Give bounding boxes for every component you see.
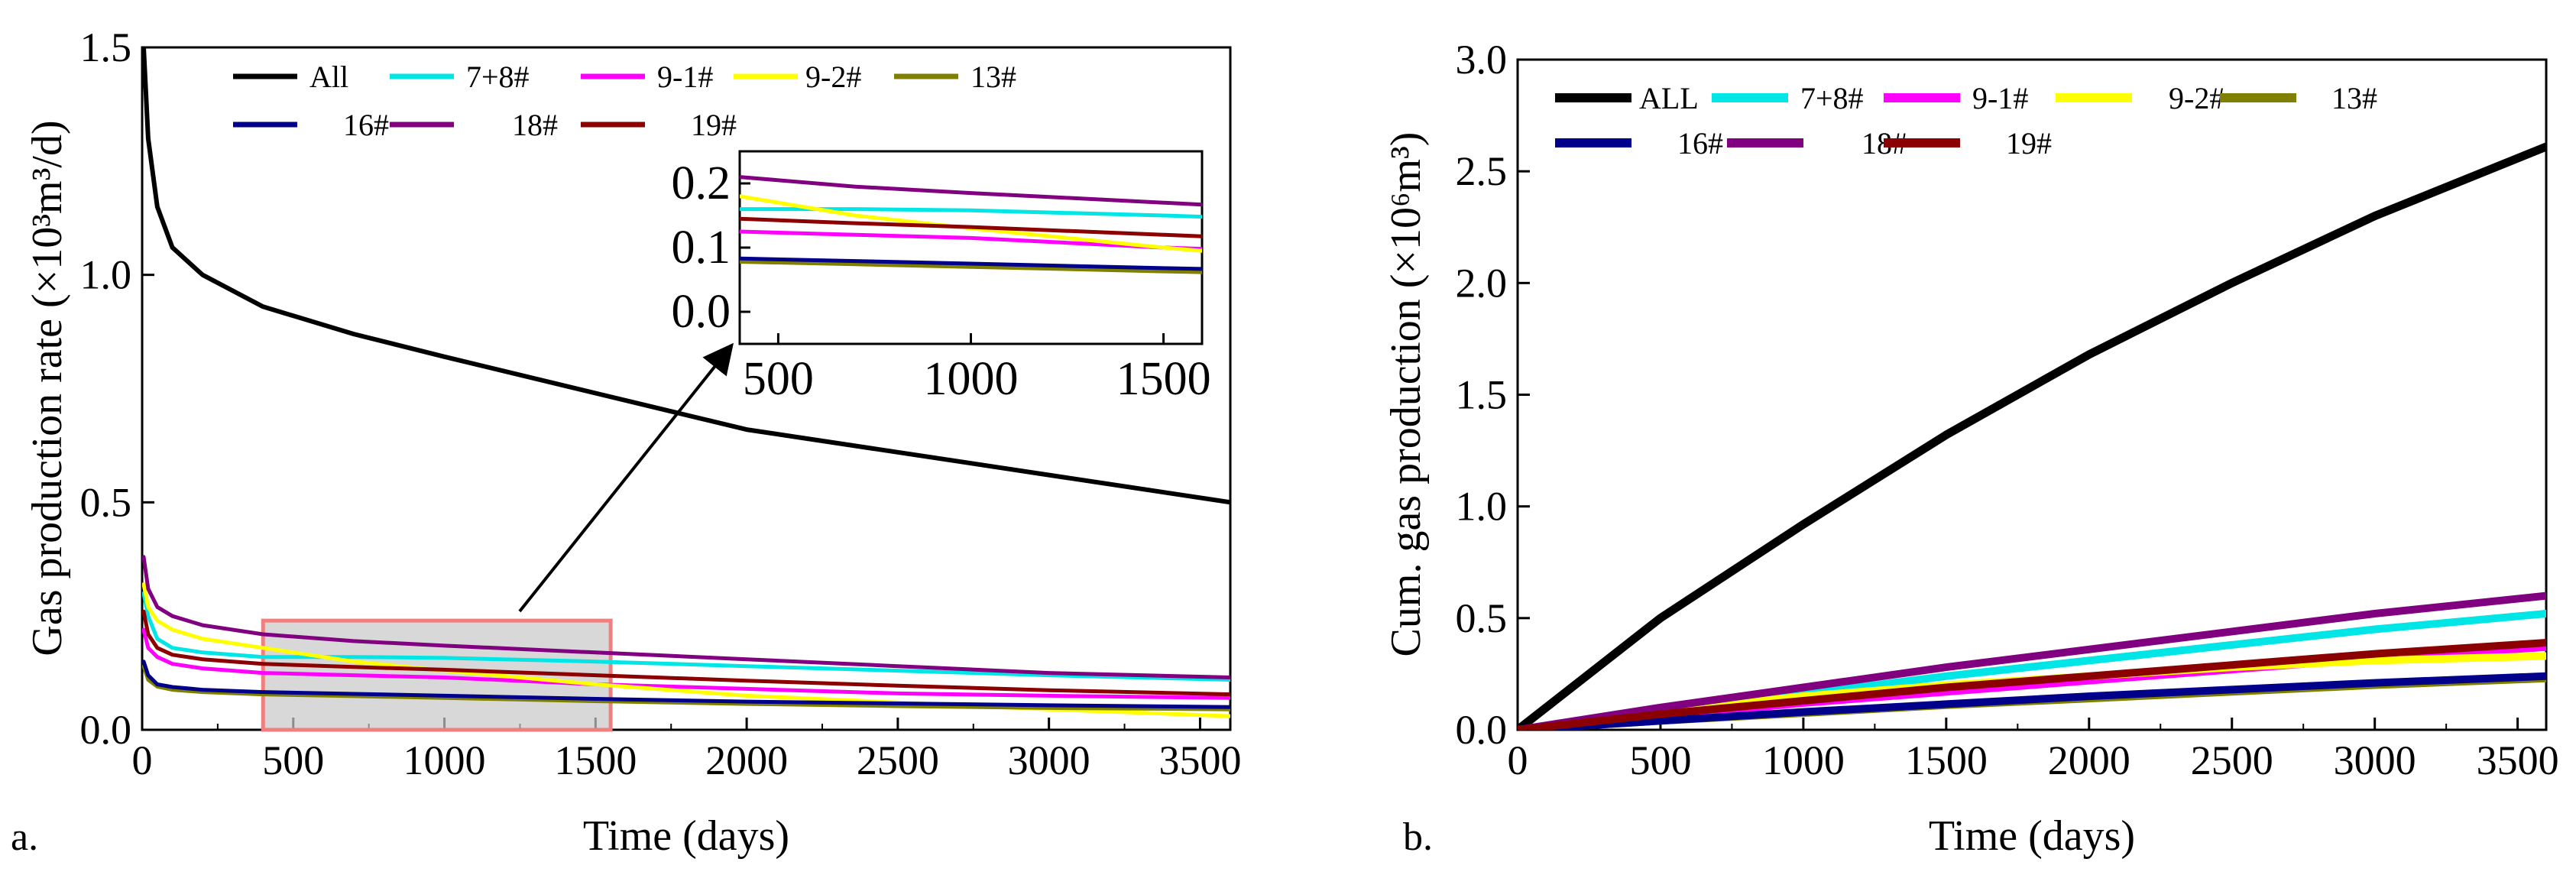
legend-label-19: 19# [2006,126,2052,160]
inset-series-lines [740,175,1202,274]
legend-label-9-1: 9-1# [1972,81,2028,115]
legend-a: All 7+8# 9-1# 9-2# 13# 16# 18# 19# [233,60,1016,142]
series-line-16 [142,659,1230,709]
x-tick-label: 2500 [2191,737,2273,783]
legend-label-9-2: 9-2# [2169,81,2224,115]
legend-label-16: 16# [1677,126,1723,160]
y-tick-label: 0.0 [80,707,132,753]
y-axis-label-a: Gas production rate (×10³m³/d) [24,120,71,656]
legend-label-7-8: 7+8# [466,60,530,94]
inset-plot: 500 1000 1500 0.0 0.1 0.2 [672,150,1211,405]
x-tick-label: 3500 [1158,737,1241,783]
series-line-all [142,47,1230,505]
legend-label-7-8: 7+8# [1800,81,1864,115]
y-tick-label: 1.5 [80,24,132,70]
inset-x-tick-label: 1500 [1116,353,1211,405]
x-tick-label: 2000 [705,737,788,783]
legend-label-all: ALL [1639,81,1699,115]
x-tick-label: 1500 [1905,737,1988,783]
x-tick-label: 0 [1508,737,1528,783]
legend-label-9-2: 9-2# [805,60,861,94]
series-line-19 [740,216,1202,238]
series-line-13 [740,259,1202,274]
series-lines-b [1518,142,2546,730]
inset-x-tick-label: 1000 [924,353,1019,405]
inset-y-tick-label: 0.2 [672,157,731,209]
series-line-19 [1518,639,2546,730]
y-tick-label: 3.0 [1456,37,1508,83]
legend-label-16: 16# [343,108,389,142]
x-tick-label: 0 [132,737,153,783]
x-tick-label: 1500 [554,737,637,783]
x-tick-label: 3000 [2334,737,2416,783]
panel-b: 0 500 1000 1500 2000 2500 3000 3500 0.0 0.5 1.0 1.… [1382,37,2559,860]
x-tick-label: 500 [262,737,324,783]
panel-label-b: b. [1403,815,1433,859]
series-line-16 [740,256,1202,271]
y-tick-label: 1.0 [1456,484,1508,530]
series-line-16 [1518,672,2546,730]
x-axis-label-a: Time (days) [583,812,789,860]
y-tick-label: 1.5 [1456,372,1508,418]
x-tick-label: 1000 [1762,737,1845,783]
y-ticks-a: 0.0 0.5 1.0 1.5 [80,24,154,753]
y-tick-label: 0.0 [1456,707,1508,753]
x-axis-label-b: Time (days) [1929,812,2135,860]
y-tick-label: 0.5 [1456,595,1508,641]
y-tick-label: 0.5 [80,479,132,525]
series-line-18 [142,555,1230,679]
x-tick-label: 1000 [403,737,486,783]
x-tick-label: 2500 [857,737,939,783]
series-line-9-2 [740,194,1202,253]
y-ticks-b: 0.0 0.5 1.0 1.5 2.0 2.5 3.0 [1456,37,1530,753]
x-tick-label: 3500 [2477,737,2559,783]
series-line-7-8 [740,207,1202,219]
series-line-19 [142,609,1230,697]
inset-y-tick-label: 0.0 [672,286,731,338]
series-line-13 [142,664,1230,711]
series-line-18 [1518,591,2546,730]
y-axis-label-b: Cum. gas production (×10⁶m³) [1382,132,1430,657]
y-tick-label: 2.0 [1456,260,1508,306]
panel-a: 0 500 1000 1500 2000 2500 3000 3500 0.0 0.5 1.0 1.… [11,24,1241,860]
legend-label-9-1: 9-1# [657,60,713,94]
legend-label-13: 13# [2331,81,2377,115]
series-line-all [1518,142,2546,730]
series-line-18 [740,175,1202,207]
legend-label-13: 13# [970,60,1016,94]
x-tick-label: 500 [1629,737,1691,783]
panel-label-a: a. [11,815,38,859]
x-ticks-a: 0 500 1000 1500 2000 2500 3000 3500 [132,718,1241,783]
x-tick-label: 3000 [1008,737,1090,783]
inset-x-tick-label: 500 [743,353,814,405]
series-line-9-1 [142,627,1230,700]
y-tick-label: 1.0 [80,252,132,298]
legend-label-18: 18# [512,108,558,142]
series-line-7-8 [142,591,1230,682]
legend-label-all: All [309,60,348,94]
series-lines-a [142,47,1230,718]
zoom-arrow [518,342,734,613]
x-tick-label: 2000 [2048,737,2130,783]
inset-ticks: 500 1000 1500 0.0 0.1 0.2 [672,157,1211,405]
plot-frame-b [1516,58,2548,731]
y-tick-label: 2.5 [1456,148,1508,194]
series-line-9-1 [740,229,1202,251]
x-ticks-b: 0 500 1000 1500 2000 2500 3000 3500 [1508,718,2559,783]
legend-label-19: 19# [691,108,737,142]
inset-y-tick-label: 0.1 [672,222,731,274]
